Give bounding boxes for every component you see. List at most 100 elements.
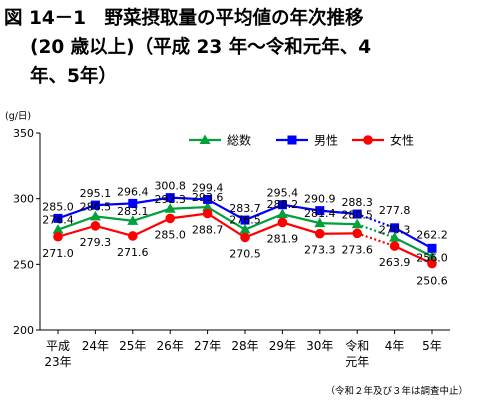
data-point-総数 [351, 218, 363, 229]
data-point-女性 [128, 231, 138, 241]
y-tick-label: 250 [13, 258, 34, 271]
title-line-3: 年、5年） [30, 66, 117, 87]
series-gap-line-総数 [356, 223, 395, 239]
data-point-総数 [239, 224, 251, 234]
series-line-end-総数 [394, 236, 433, 258]
title-line-2: (20 歳以上)（平成 23 年～令和元年、4 [30, 37, 372, 58]
data-label-総数: 288.2 [267, 198, 299, 211]
data-label-女性: 281.9 [267, 232, 299, 245]
data-label-女性: 271.6 [117, 246, 149, 259]
data-point-女性 [352, 228, 363, 239]
data-label-女性: 273.6 [341, 243, 373, 256]
data-label-女性: 279.3 [80, 236, 112, 249]
data-label-男性: 262.2 [416, 228, 448, 241]
data-label-総数: 270.3 [379, 224, 411, 237]
data-point-総数 [276, 208, 288, 219]
data-label-総数: 281.4 [304, 207, 336, 220]
x-tick-label: 24年 [82, 339, 109, 353]
data-point-総数 [389, 232, 401, 242]
data-label-男性: 295.1 [80, 187, 112, 200]
data-point-男性 [352, 209, 362, 219]
data-label-総数: 283.1 [117, 205, 149, 218]
data-label-総数: 276.5 [229, 214, 261, 227]
data-point-男性 [427, 243, 437, 253]
data-point-女性 [277, 217, 288, 228]
data-point-女性 [427, 258, 437, 269]
title-line-1: 図 14－1 野菜摂取量の平均値の年次推移 [4, 8, 364, 29]
data-point-男性 [128, 198, 138, 208]
x-tick-label: 29年 [269, 339, 296, 353]
legend-marker-女性 [363, 135, 373, 145]
data-point-総数 [314, 217, 326, 228]
data-point-総数 [164, 203, 176, 213]
x-tick-label: 27年 [194, 339, 221, 353]
y-tick-label: 300 [13, 193, 34, 206]
x-tick-label: 4年 [385, 339, 405, 353]
data-point-男性 [90, 200, 100, 210]
data-point-総数 [426, 250, 438, 261]
data-label-女性: 263.9 [379, 256, 411, 269]
y-tick-label: 200 [13, 324, 34, 337]
data-label-男性: 277.8 [379, 204, 411, 217]
series-line-end-女性 [394, 245, 433, 265]
data-point-男性 [390, 223, 400, 233]
data-point-女性 [53, 231, 63, 242]
data-label-女性: 270.5 [229, 247, 261, 260]
footnote: （令和２年及び３年は調査中止） [325, 386, 468, 397]
x-tick-label: 5年 [422, 339, 442, 353]
data-point-総数 [89, 210, 101, 221]
data-point-総数 [202, 201, 214, 212]
data-point-女性 [315, 228, 325, 239]
data-point-女性 [389, 241, 400, 251]
data-point-男性 [53, 213, 63, 223]
data-point-総数 [52, 224, 64, 234]
legend-label-総数: 総数 [227, 133, 251, 148]
data-point-女性 [165, 213, 175, 224]
data-label-女性: 250.6 [416, 275, 448, 288]
data-label-男性: 285.0 [42, 200, 74, 213]
x-tick-label: 23年 [44, 355, 71, 369]
data-label-女性: 273.3 [304, 244, 336, 257]
x-tick-label: 30年 [306, 339, 333, 353]
data-label-女性: 285.0 [154, 228, 186, 241]
data-label-男性: 296.4 [117, 185, 149, 198]
legend-label-男性: 男性 [314, 134, 338, 148]
legend-marker-男性 [287, 135, 297, 145]
data-label-男性: 300.8 [154, 180, 186, 193]
data-point-女性 [202, 208, 213, 219]
data-label-総数: 292.3 [154, 193, 186, 206]
data-label-男性: 288.3 [341, 196, 373, 209]
data-point-男性 [240, 215, 250, 225]
data-label-男性: 290.9 [304, 193, 336, 206]
x-tick-label: 令和 [345, 338, 369, 353]
data-label-男性: 295.4 [267, 187, 299, 200]
data-point-女性 [90, 221, 101, 231]
y-tick-label: 350 [13, 127, 34, 140]
data-point-男性 [315, 206, 325, 216]
y-axis-label: (g/日) [5, 111, 31, 122]
data-label-総数: 276.4 [42, 214, 74, 227]
series-gap-line-女性 [356, 232, 395, 248]
x-tick-label: 26年 [157, 339, 184, 353]
data-label-女性: 271.0 [42, 247, 74, 260]
data-point-総数 [127, 215, 139, 225]
data-point-女性 [240, 232, 250, 243]
data-point-男性 [277, 200, 287, 210]
data-label-女性: 288.7 [192, 224, 224, 237]
data-point-男性 [203, 194, 213, 204]
x-tick-label: 元年 [345, 355, 369, 369]
series-line-end-男性 [394, 226, 433, 250]
series-gap-line-男性 [356, 213, 395, 229]
data-label-男性: 299.4 [192, 181, 224, 194]
data-label-総数: 286.5 [80, 200, 112, 213]
data-label-総数: 280.5 [341, 208, 373, 221]
x-tick-label: 平成 [46, 339, 70, 353]
chart-title: 図 14－1 野菜摂取量の平均値の年次推移 (20 歳以上)（平成 23 年～令… [4, 4, 480, 91]
data-point-男性 [165, 193, 175, 203]
x-tick-label: 28年 [231, 339, 258, 353]
legend-marker-総数 [199, 134, 211, 144]
data-label-男性: 283.7 [229, 202, 261, 215]
data-label-総数: 256.0 [416, 251, 448, 264]
legend-label-女性: 女性 [390, 133, 414, 148]
